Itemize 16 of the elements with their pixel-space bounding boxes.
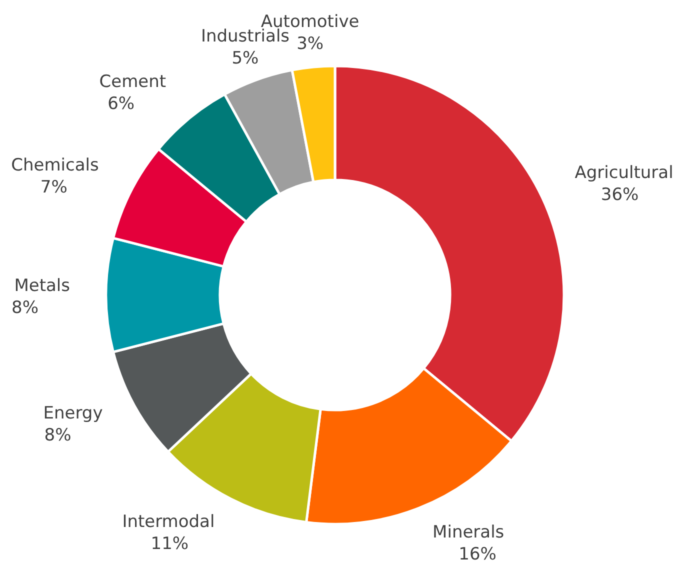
data-label: 7% [40, 178, 68, 198]
data-label: 5% [232, 48, 259, 69]
slice-label: Agricultural [574, 163, 674, 184]
slice-label: Minerals [432, 522, 504, 542]
data-label: 6% [108, 94, 135, 114]
data-label: 3% [296, 34, 324, 54]
slice-label: Cement [99, 72, 166, 92]
data-label: 8% [44, 426, 72, 446]
slice-label: Chemicals [11, 156, 100, 176]
data-label: 36% [600, 185, 639, 206]
slice-label: Energy [43, 404, 103, 424]
data-label: 8% [12, 298, 38, 318]
data-label: 16% [458, 544, 496, 564]
slice-label: Metals [14, 276, 70, 296]
data-label: 11% [150, 534, 189, 554]
slice-label: Intermodal [122, 512, 215, 532]
